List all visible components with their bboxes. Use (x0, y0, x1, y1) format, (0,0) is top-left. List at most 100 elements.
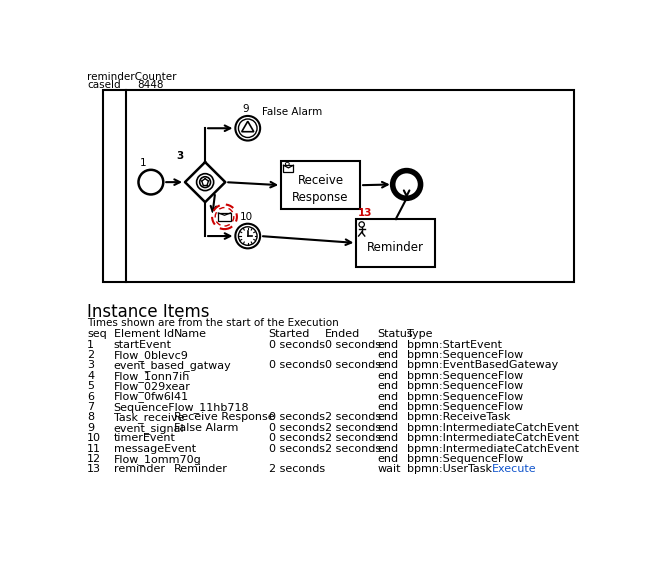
Text: end: end (377, 433, 398, 443)
Text: bpmn:SequenceFlow: bpmn:SequenceFlow (407, 402, 523, 412)
Text: Flow_0fw6l41: Flow_0fw6l41 (114, 392, 189, 403)
Text: 13: 13 (358, 207, 373, 217)
Text: Flow_1onn7ih: Flow_1onn7ih (114, 371, 190, 382)
Text: bpmn:IntermediateCatchEvent: bpmn:IntermediateCatchEvent (407, 423, 579, 433)
Circle shape (238, 119, 257, 138)
Text: Instance Items: Instance Items (88, 303, 210, 321)
Text: Reminder: Reminder (174, 464, 228, 474)
Circle shape (393, 171, 421, 198)
Text: 1: 1 (140, 158, 147, 168)
Text: bpmn:EventBasedGateway: bpmn:EventBasedGateway (407, 360, 558, 371)
Text: Ended: Ended (325, 329, 360, 339)
Text: event_based_gatway: event_based_gatway (114, 360, 232, 371)
Text: Name: Name (174, 329, 207, 339)
Text: end: end (377, 413, 398, 422)
Circle shape (236, 224, 260, 248)
Text: Reminder: Reminder (367, 241, 424, 254)
Text: end: end (377, 402, 398, 412)
Text: 0 seconds: 0 seconds (325, 360, 381, 371)
Text: end: end (377, 371, 398, 381)
Text: 2 seconds: 2 seconds (325, 413, 382, 422)
Text: 7: 7 (88, 402, 95, 412)
Text: 13: 13 (88, 464, 101, 474)
Text: Element Id: Element Id (114, 329, 174, 339)
Text: 0 seconds: 0 seconds (269, 413, 324, 422)
Text: end: end (377, 454, 398, 464)
Bar (284, 165, 293, 172)
Text: Times shown are from the start of the Execution: Times shown are from the start of the Ex… (88, 318, 339, 328)
Text: 2: 2 (88, 350, 95, 360)
Text: Execute: Execute (492, 464, 537, 474)
Text: Task_receive: Task_receive (114, 413, 184, 424)
Bar (218, 213, 230, 221)
Text: 0 seconds: 0 seconds (269, 423, 324, 433)
Text: startEvent: startEvent (114, 340, 172, 350)
Text: event_signal: event_signal (114, 423, 184, 433)
Text: bpmn:SequenceFlow: bpmn:SequenceFlow (407, 454, 523, 464)
Text: False Alarm: False Alarm (262, 107, 323, 117)
Text: 2 seconds: 2 seconds (325, 433, 382, 443)
Text: Type: Type (407, 329, 432, 339)
Text: 9: 9 (88, 423, 95, 433)
Text: bpmn:SequenceFlow: bpmn:SequenceFlow (407, 350, 523, 360)
Circle shape (238, 227, 257, 245)
Text: end: end (377, 340, 398, 350)
Text: 8: 8 (284, 162, 290, 172)
Circle shape (197, 174, 214, 191)
Text: Flow_0blevc9: Flow_0blevc9 (114, 350, 189, 361)
Bar (103, 89, 574, 282)
Text: False Alarm: False Alarm (174, 423, 238, 433)
Text: 10: 10 (88, 433, 101, 443)
Text: 0 seconds: 0 seconds (269, 360, 324, 371)
Text: 5: 5 (88, 381, 94, 391)
Text: seq: seq (88, 329, 107, 339)
Text: bpmn:IntermediateCatchEvent: bpmn:IntermediateCatchEvent (407, 433, 579, 443)
Text: Receive
Response: Receive Response (292, 174, 349, 204)
Text: 11: 11 (88, 443, 101, 454)
Text: 8448: 8448 (137, 80, 164, 89)
Text: Flow_029xear: Flow_029xear (114, 381, 191, 392)
Text: 2 seconds: 2 seconds (325, 423, 382, 433)
Circle shape (359, 222, 364, 227)
Text: end: end (377, 392, 398, 401)
Text: bpmn:SequenceFlow: bpmn:SequenceFlow (407, 392, 523, 401)
Text: bpmn:SequenceFlow: bpmn:SequenceFlow (407, 371, 523, 381)
Polygon shape (185, 162, 225, 202)
Text: Receive Response: Receive Response (174, 413, 275, 422)
Bar (356, 219, 435, 267)
Text: 4: 4 (88, 371, 95, 381)
Text: 0 seconds: 0 seconds (269, 433, 324, 443)
Text: SequenceFlow_11hb718: SequenceFlow_11hb718 (114, 402, 249, 413)
Text: end: end (377, 423, 398, 433)
Circle shape (212, 205, 237, 229)
Text: bpmn:StartEvent: bpmn:StartEvent (407, 340, 502, 350)
Text: bpmn:IntermediateCatchEvent: bpmn:IntermediateCatchEvent (407, 443, 579, 454)
Text: end: end (377, 360, 398, 371)
Circle shape (200, 177, 210, 188)
Text: 3: 3 (176, 151, 184, 162)
Text: reminder: reminder (114, 464, 165, 474)
Text: 12: 12 (88, 454, 101, 464)
Text: wait: wait (377, 464, 400, 474)
Text: 8: 8 (88, 413, 95, 422)
Circle shape (138, 170, 164, 195)
Text: end: end (377, 350, 398, 360)
Text: 2 seconds: 2 seconds (269, 464, 324, 474)
Text: reminderCounter: reminderCounter (88, 72, 177, 82)
Text: end: end (377, 381, 398, 391)
Text: Flow_1omm70g: Flow_1omm70g (114, 454, 201, 465)
Text: messageEvent: messageEvent (114, 443, 196, 454)
Text: end: end (377, 443, 398, 454)
Text: bpmn:ReceiveTask: bpmn:ReceiveTask (407, 413, 510, 422)
Text: 1: 1 (88, 340, 94, 350)
Text: Status: Status (377, 329, 413, 339)
Circle shape (236, 116, 260, 141)
Text: bpmn:UserTask: bpmn:UserTask (407, 464, 492, 474)
Text: 0 seconds: 0 seconds (269, 443, 324, 454)
Text: 10: 10 (239, 212, 252, 222)
Text: 3: 3 (88, 360, 94, 371)
Text: caseId: caseId (88, 80, 121, 89)
Text: 9: 9 (242, 105, 249, 114)
Text: 0 seconds: 0 seconds (325, 340, 381, 350)
Text: timerEvent: timerEvent (114, 433, 175, 443)
